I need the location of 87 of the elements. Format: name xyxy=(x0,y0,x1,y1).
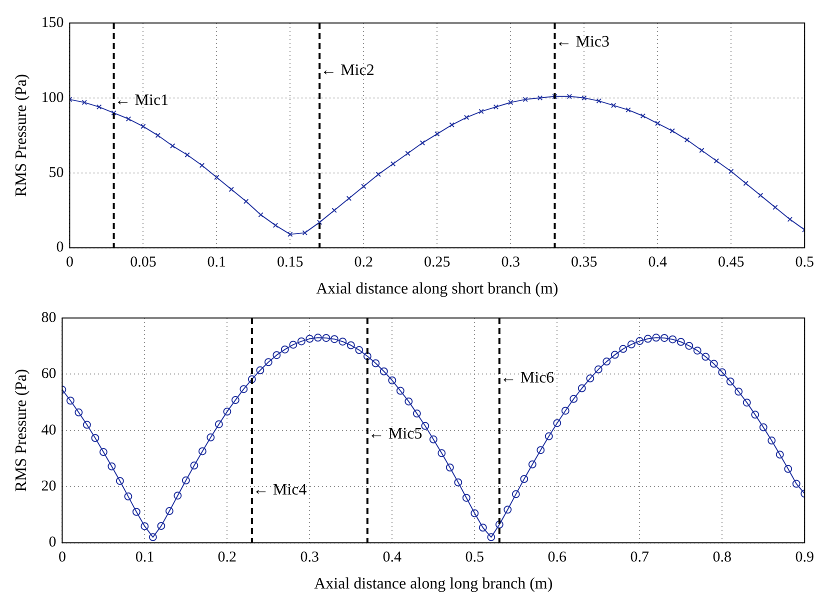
x-tick-label: 0.8 xyxy=(712,550,732,566)
annotation: ← Mic2 xyxy=(320,62,374,80)
point xyxy=(82,100,88,106)
y-tick-label: 150 xyxy=(41,14,64,31)
y-tick-label: 100 xyxy=(41,90,64,106)
x-tick-label: 0.45 xyxy=(718,254,744,271)
point xyxy=(258,212,264,218)
x-tick-label: 0.9 xyxy=(795,550,814,566)
annotation: ← Mic5 xyxy=(368,426,422,443)
point xyxy=(464,114,470,120)
point xyxy=(272,222,278,228)
point xyxy=(684,137,690,143)
point xyxy=(376,172,381,177)
point xyxy=(111,110,116,116)
point xyxy=(346,196,352,201)
annotation: ← Mic3 xyxy=(556,34,610,51)
x-tick-label: 0.2 xyxy=(354,254,374,271)
point xyxy=(390,161,396,166)
point xyxy=(670,128,675,134)
point xyxy=(170,143,176,149)
point xyxy=(228,186,234,192)
point xyxy=(214,174,220,180)
point xyxy=(199,162,205,168)
x-tick-label: 0.4 xyxy=(648,254,668,271)
x-tick-label: 0.1 xyxy=(135,550,154,566)
point xyxy=(155,132,161,138)
x-tick-label: 0.05 xyxy=(130,254,156,271)
point xyxy=(787,216,793,222)
x-tick-label: 0.2 xyxy=(218,550,237,566)
point xyxy=(743,180,748,186)
point xyxy=(478,108,484,114)
point xyxy=(699,148,704,154)
y-tick-label: 60 xyxy=(41,366,56,382)
y-tick-label: 20 xyxy=(41,478,56,495)
point xyxy=(302,230,308,236)
x-tick-label: 0.4 xyxy=(382,550,402,566)
y-axis-title: RMS Pressure (Pa) xyxy=(12,369,30,492)
point xyxy=(126,116,132,122)
point xyxy=(96,104,102,110)
point xyxy=(434,131,440,137)
point xyxy=(508,100,514,106)
point xyxy=(714,158,720,164)
point xyxy=(758,192,764,198)
x-tick-label: 0.3 xyxy=(501,254,520,271)
x-tick-label: 0.35 xyxy=(571,254,598,271)
point xyxy=(288,232,293,237)
point xyxy=(184,152,190,158)
point xyxy=(140,124,146,130)
point xyxy=(566,94,572,100)
annotation: ← Mic6 xyxy=(500,370,554,387)
x-tick-label: 0.5 xyxy=(465,550,484,566)
y-tick-label: 80 xyxy=(41,310,56,326)
point xyxy=(537,95,543,101)
point xyxy=(316,220,322,225)
x-tick-label: 0.7 xyxy=(630,550,650,566)
x-tick-label: 0.25 xyxy=(424,254,450,271)
point xyxy=(361,184,366,189)
x-tick-label: 0.1 xyxy=(207,254,226,271)
point xyxy=(596,98,602,104)
point xyxy=(552,94,558,100)
point xyxy=(772,204,778,210)
x-tick-label: 0.6 xyxy=(548,550,568,566)
point xyxy=(640,113,646,119)
x-tick-label: 0.3 xyxy=(300,550,320,566)
y-tick-label: 0 xyxy=(48,534,56,551)
y-tick-label: 50 xyxy=(48,164,64,181)
y-tick-label: 0 xyxy=(56,240,64,256)
point xyxy=(728,168,734,174)
point xyxy=(610,102,616,108)
point xyxy=(332,208,337,213)
y-axis-title: RMS Pressure (Pa) xyxy=(12,74,30,197)
annotation: ← Mic4 xyxy=(252,481,307,498)
x-axis-title: Axial distance along long branch (m) xyxy=(314,576,553,593)
x-tick-label: 0.5 xyxy=(795,254,814,271)
point xyxy=(243,198,249,204)
point xyxy=(449,122,454,128)
point xyxy=(655,120,660,126)
point xyxy=(493,104,499,110)
point xyxy=(405,150,410,156)
annotation: ← Mic1 xyxy=(114,92,169,110)
point xyxy=(420,140,426,146)
y-tick-label: 40 xyxy=(41,422,56,438)
x-axis-title: Axial distance along short branch (m) xyxy=(316,280,558,298)
x-tick-label: 0.15 xyxy=(277,254,304,271)
point xyxy=(582,95,587,101)
point xyxy=(522,96,528,102)
point xyxy=(626,107,631,113)
